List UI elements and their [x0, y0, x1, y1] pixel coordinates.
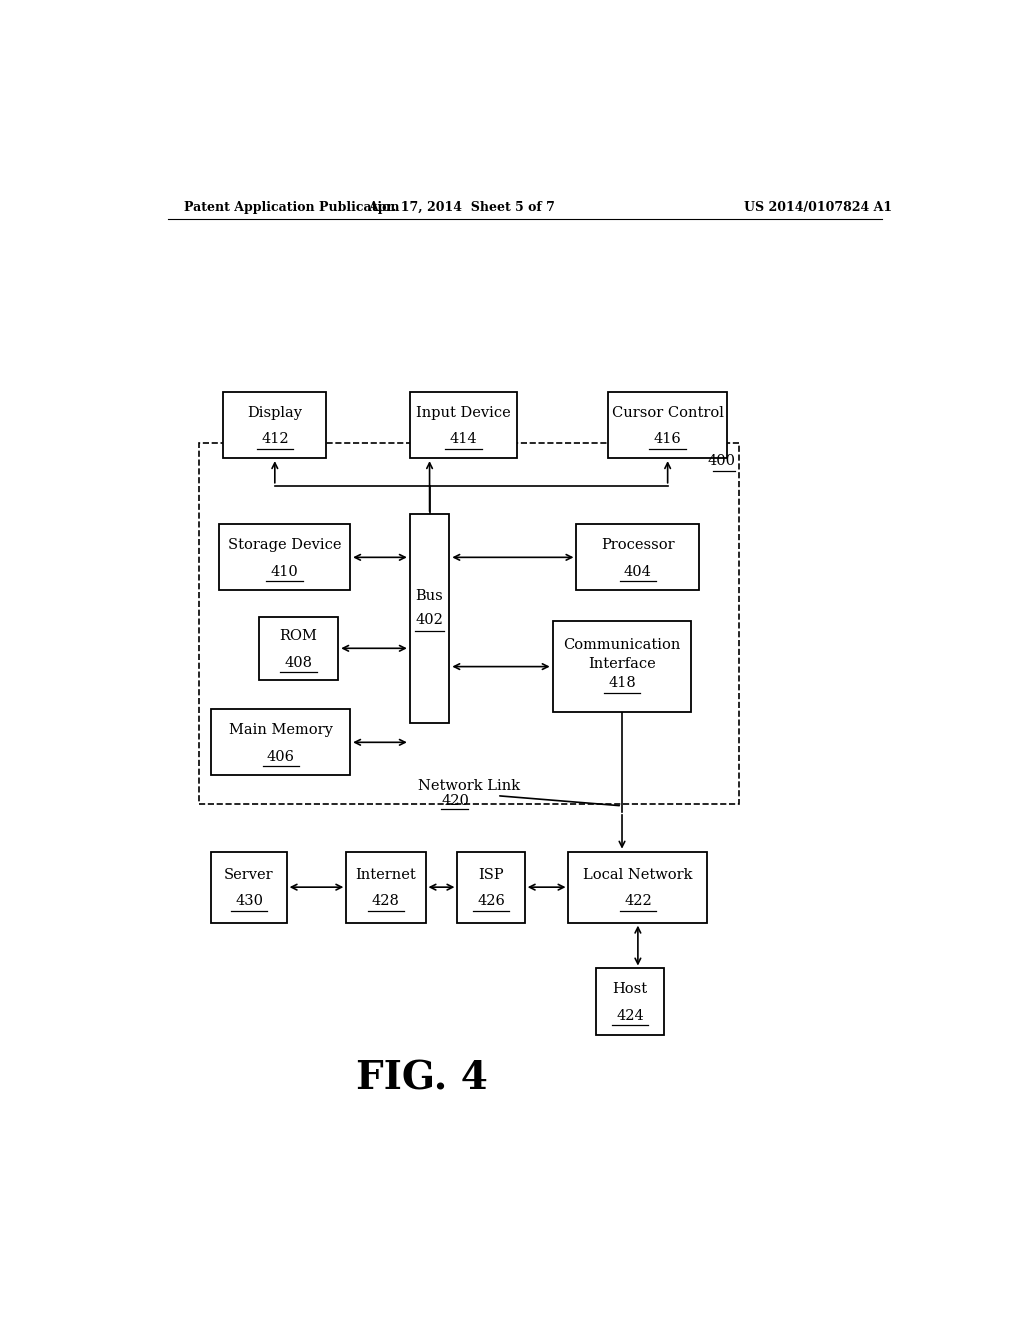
- Bar: [608, 392, 727, 458]
- Bar: [219, 524, 350, 590]
- Text: Communication: Communication: [563, 638, 681, 652]
- Text: ROM: ROM: [280, 630, 317, 643]
- Text: Network Link: Network Link: [418, 779, 520, 792]
- Bar: [553, 620, 691, 713]
- Text: Processor: Processor: [601, 539, 675, 552]
- Text: Cursor Control: Cursor Control: [611, 407, 724, 420]
- Text: 418: 418: [608, 676, 636, 690]
- Text: 404: 404: [624, 565, 652, 578]
- Bar: [568, 851, 708, 923]
- Text: 414: 414: [450, 433, 477, 446]
- Bar: [211, 709, 350, 775]
- Text: 406: 406: [267, 750, 295, 763]
- Text: Interface: Interface: [588, 657, 656, 671]
- Text: Server: Server: [224, 869, 273, 882]
- Text: Host: Host: [612, 982, 647, 997]
- Text: US 2014/0107824 A1: US 2014/0107824 A1: [744, 201, 893, 214]
- Text: Apr. 17, 2014  Sheet 5 of 7: Apr. 17, 2014 Sheet 5 of 7: [368, 201, 555, 214]
- Text: 424: 424: [616, 1008, 644, 1023]
- Bar: [211, 851, 287, 923]
- Text: 426: 426: [477, 895, 505, 908]
- Text: FIG. 4: FIG. 4: [355, 1059, 487, 1097]
- Bar: [200, 444, 739, 804]
- Text: Patent Application Publication: Patent Application Publication: [183, 201, 399, 214]
- Text: 408: 408: [285, 656, 312, 669]
- Bar: [458, 851, 524, 923]
- Bar: [223, 392, 327, 458]
- Text: 416: 416: [653, 433, 682, 446]
- Text: Bus: Bus: [416, 589, 443, 603]
- Text: 412: 412: [261, 433, 289, 446]
- Text: 430: 430: [236, 895, 263, 908]
- Bar: [410, 392, 517, 458]
- Bar: [346, 851, 426, 923]
- Text: Storage Device: Storage Device: [228, 539, 341, 552]
- Text: Display: Display: [248, 407, 302, 420]
- Text: Internet: Internet: [355, 869, 417, 882]
- Text: 410: 410: [271, 565, 299, 578]
- Text: Input Device: Input Device: [416, 407, 511, 420]
- Text: 428: 428: [372, 895, 399, 908]
- Text: 420: 420: [441, 793, 469, 808]
- Text: 422: 422: [624, 895, 651, 908]
- Bar: [596, 969, 664, 1035]
- Text: 400: 400: [708, 454, 735, 469]
- Text: 402: 402: [416, 614, 443, 627]
- Bar: [259, 616, 338, 680]
- Text: Main Memory: Main Memory: [228, 723, 333, 737]
- Text: Local Network: Local Network: [583, 869, 692, 882]
- Bar: [577, 524, 699, 590]
- Bar: [410, 515, 450, 722]
- Text: ISP: ISP: [478, 869, 504, 882]
